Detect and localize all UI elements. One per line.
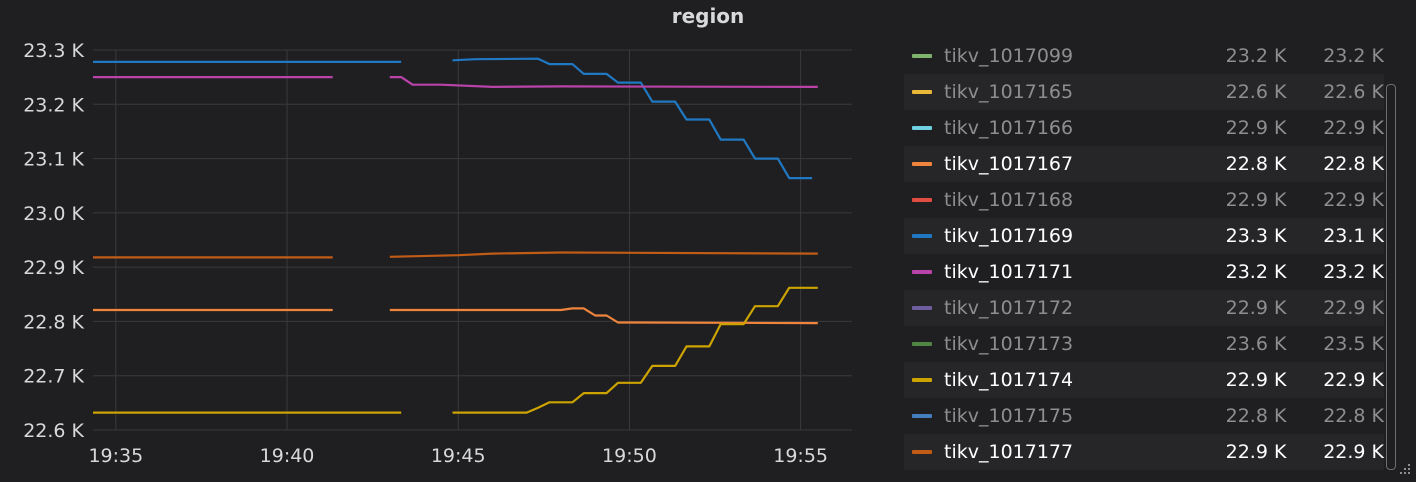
- legend-max-value: 22.6 K: [1323, 81, 1384, 103]
- x-tick-label: 19:55: [773, 445, 828, 467]
- y-tick-label: 22.9 K: [23, 257, 84, 279]
- series-line-tikv_1017177[interactable]: [93, 251, 818, 259]
- panel-title[interactable]: region: [671, 4, 745, 28]
- legend-item[interactable]: tikv_1017175 22.8 K 22.8 K: [904, 398, 1384, 434]
- legend-swatch: [912, 342, 932, 346]
- y-tick-label: 22.6 K: [23, 420, 84, 442]
- legend-swatch: [912, 270, 932, 274]
- legend-series-name: tikv_1017171: [944, 261, 1074, 283]
- legend-max-value: 23.1 K: [1323, 225, 1384, 247]
- legend-max-value: 23.5 K: [1323, 333, 1384, 355]
- legend-swatch: [912, 306, 932, 310]
- legend-series-name: tikv_1017172: [944, 297, 1074, 319]
- resize-handle-icon[interactable]: [1398, 462, 1412, 476]
- legend-item[interactable]: tikv_1017177 22.9 K 22.9 K: [904, 434, 1384, 470]
- legend-current-value: 22.8 K: [1225, 405, 1287, 427]
- legend-swatch: [912, 162, 932, 166]
- legend-item[interactable]: tikv_1017171 23.2 K 23.2 K: [904, 254, 1384, 290]
- chart-series[interactable]: [93, 57, 818, 414]
- legend-item[interactable]: tikv_1017173 23.6 K 23.5 K: [904, 326, 1384, 362]
- legend-current-value: 22.9 K: [1225, 441, 1287, 463]
- y-tick-label: 23.2 K: [23, 94, 84, 116]
- legend-series-name: tikv_1017167: [944, 153, 1074, 175]
- legend-swatch: [912, 198, 932, 202]
- legend-series-name: tikv_1017165: [944, 81, 1074, 103]
- y-axis-ticks: 22.6 K 22.7 K 22.8 K 22.9 K 23.0 K 23.1 K 23.2…: [23, 40, 84, 442]
- legend-series-name: tikv_1017168: [944, 189, 1074, 211]
- legend-series-name: tikv_1017099: [944, 45, 1074, 67]
- y-tick-label: 23.0 K: [23, 203, 84, 225]
- legend-item[interactable]: tikv_1017172 22.9 K 22.9 K: [904, 290, 1384, 326]
- legend-current-value: 22.9 K: [1225, 117, 1287, 139]
- legend-swatch: [912, 126, 932, 130]
- legend-swatch: [912, 378, 932, 382]
- legend-current-value: 22.9 K: [1225, 297, 1287, 319]
- legend-current-value: 23.6 K: [1225, 333, 1287, 355]
- legend-series-name: tikv_1017169: [944, 225, 1074, 247]
- legend-max-value: 22.9 K: [1323, 297, 1384, 319]
- legend-current-value: 22.9 K: [1225, 189, 1287, 211]
- legend-series-name: tikv_1017173: [944, 333, 1074, 355]
- legend-swatch: [912, 54, 932, 58]
- legend-max-value: 22.9 K: [1323, 117, 1384, 139]
- legend-max-value: 22.9 K: [1323, 369, 1384, 391]
- legend-series-name: tikv_1017177: [944, 441, 1074, 463]
- legend-max-value: 23.2 K: [1323, 45, 1384, 67]
- y-tick-label: 22.8 K: [23, 311, 84, 333]
- chart-legend: tikv_1017099 23.2 K 23.2 K tikv_1017165 22.6…: [904, 38, 1384, 470]
- legend-item[interactable]: tikv_1017165 22.6 K 22.6 K: [904, 74, 1384, 110]
- legend-scrollbar[interactable]: [1386, 84, 1396, 470]
- x-tick-label: 19:35: [88, 445, 143, 467]
- x-axis-ticks: 19:35 19:40 19:45 19:50 19:55: [88, 445, 828, 467]
- series-line-tikv_1017169[interactable]: [93, 57, 813, 180]
- legend-max-value: 22.9 K: [1323, 189, 1384, 211]
- legend-series-name: tikv_1017175: [944, 405, 1074, 427]
- legend-current-value: 22.8 K: [1225, 153, 1287, 175]
- legend-series-name: tikv_1017166: [944, 117, 1074, 139]
- legend-current-value: 23.2 K: [1225, 261, 1287, 283]
- y-tick-label: 22.7 K: [23, 366, 84, 388]
- x-tick-label: 19:50: [602, 445, 657, 467]
- series-line-tikv_1017167[interactable]: [93, 307, 818, 325]
- legend-max-value: 22.8 K: [1323, 405, 1384, 427]
- legend-series-name: tikv_1017174: [944, 369, 1074, 391]
- legend-max-value: 22.9 K: [1323, 441, 1384, 463]
- x-tick-label: 19:45: [431, 445, 486, 467]
- legend-swatch: [912, 450, 932, 454]
- legend-swatch: [912, 414, 932, 418]
- legend-item[interactable]: tikv_1017167 22.8 K 22.8 K: [904, 146, 1384, 182]
- x-tick-label: 19:40: [260, 445, 315, 467]
- legend-item[interactable]: tikv_1017174 22.9 K 22.9 K: [904, 362, 1384, 398]
- legend-current-value: 23.3 K: [1225, 225, 1287, 247]
- legend-item[interactable]: tikv_1017168 22.9 K 22.9 K: [904, 182, 1384, 218]
- y-tick-label: 23.1 K: [23, 149, 84, 171]
- legend-item[interactable]: tikv_1017169 23.3 K 23.1 K: [904, 218, 1384, 254]
- legend-max-value: 23.2 K: [1323, 261, 1384, 283]
- legend-item[interactable]: tikv_1017099 23.2 K 23.2 K: [904, 38, 1384, 74]
- legend-swatch: [912, 90, 932, 94]
- series-line-tikv_1017171[interactable]: [93, 76, 818, 88]
- legend-current-value: 22.6 K: [1225, 81, 1287, 103]
- line-chart[interactable]: 22.6 K 22.7 K 22.8 K 22.9 K 23.0 K 23.1 K 23.2…: [0, 0, 870, 482]
- legend-current-value: 23.2 K: [1225, 45, 1287, 67]
- legend-max-value: 22.8 K: [1323, 153, 1384, 175]
- y-tick-label: 23.3 K: [23, 40, 84, 62]
- series-line-tikv_1017174[interactable]: [93, 286, 818, 414]
- legend-swatch: [912, 234, 932, 238]
- legend-current-value: 22.9 K: [1225, 369, 1287, 391]
- chart-grid: [93, 49, 852, 431]
- legend-item[interactable]: tikv_1017166 22.9 K 22.9 K: [904, 110, 1384, 146]
